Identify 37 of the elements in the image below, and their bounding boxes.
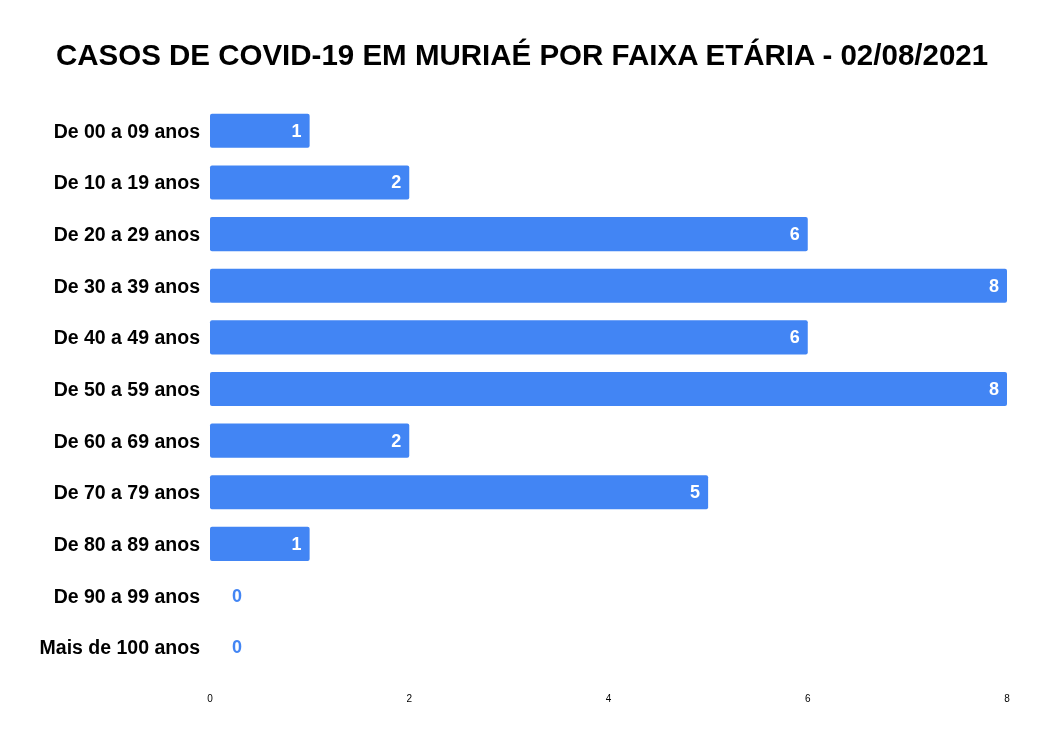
y-tick-label: De 40 a 49 anos: [53, 326, 201, 349]
bar: [210, 217, 808, 252]
x-tick-label: 0: [207, 692, 214, 704]
data-label: 0: [232, 585, 243, 606]
data-label: 8: [988, 379, 999, 399]
bar: [210, 268, 1007, 303]
y-tick-label: De 30 a 39 anos: [53, 274, 201, 297]
x-tick-label: 6: [804, 692, 811, 704]
data-label: 1: [291, 533, 302, 554]
data-label: 6: [789, 224, 800, 245]
bar: [210, 475, 709, 510]
data-label: 0: [232, 637, 243, 658]
y-tick-label: De 50 a 59 anos: [53, 378, 201, 400]
y-tick-label: De 00 a 09 anos: [53, 119, 201, 142]
y-tick-label: Mais de 100 anos: [39, 636, 201, 659]
x-tick-label: 8: [1004, 692, 1011, 704]
y-tick-label: De 70 a 79 anos: [53, 481, 201, 504]
bar: [210, 165, 410, 200]
y-tick-label: De 90 a 99 anos: [53, 584, 201, 607]
y-tick-label: De 20 a 29 anos: [53, 223, 201, 246]
bar: [210, 320, 808, 355]
data-label: 5: [690, 482, 701, 503]
x-tick-label: 2: [406, 692, 413, 704]
y-tick-label: De 60 a 69 anos: [53, 429, 201, 452]
bar: [210, 526, 310, 561]
data-label: 2: [391, 172, 402, 193]
data-label: 8: [988, 275, 999, 296]
bar: [210, 423, 410, 458]
y-tick-label: De 80 a 89 anos: [53, 532, 201, 555]
data-label: 1: [291, 120, 302, 141]
data-label: 6: [789, 327, 800, 348]
bar: [210, 371, 1007, 407]
data-label: 2: [391, 430, 402, 451]
y-tick-label: De 10 a 19 anos: [53, 171, 201, 194]
bar: [210, 113, 310, 148]
chart-title: CASOS DE COVID-19 EM MURIAÉ POR FAIXA ETÁRIA - 02/08/2021: [55, 37, 989, 71]
x-tick-label: 4: [605, 692, 612, 704]
